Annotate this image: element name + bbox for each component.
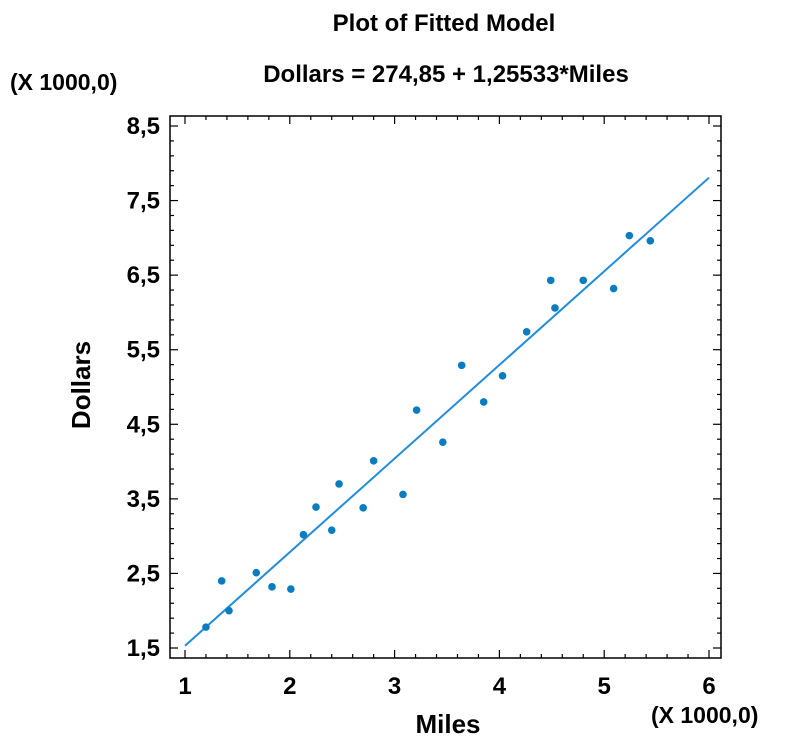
data-point: [312, 503, 320, 511]
x-tick-label: 2: [283, 673, 296, 700]
data-point: [551, 304, 559, 312]
data-point: [546, 276, 555, 285]
tick-labels: 1 2 3 4 5 6 1,5 2,5 3,5 4,5 5,5 6,5 7,5 8,5: [127, 113, 716, 700]
data-point: [359, 504, 367, 512]
x-scale-label: (X 1000,0): [651, 702, 758, 728]
plot-frame: [169, 115, 722, 659]
y-axis-label: Dollars: [66, 341, 96, 429]
data-point: [327, 526, 336, 534]
data-point: [299, 530, 308, 539]
fitted-line: [184, 176, 710, 647]
chart-subtitle: Dollars = 274,85 + 1,25533*Miles: [263, 61, 629, 88]
y-tick-label: 3,5: [127, 486, 160, 513]
data-point: [252, 568, 261, 577]
data-point: [217, 577, 226, 585]
data-point: [335, 480, 343, 488]
data-point: [268, 583, 276, 591]
chart-title: Plot of Fitted Model: [333, 10, 556, 37]
data-point: [457, 361, 466, 370]
data-point: [369, 457, 378, 465]
y-tick-label: 5,5: [127, 337, 160, 364]
data-points: [202, 231, 655, 631]
x-tick-label: 6: [702, 673, 715, 700]
data-point: [399, 490, 407, 499]
data-point: [202, 623, 210, 631]
data-point: [412, 406, 421, 414]
y-tick-label: 1,5: [127, 635, 160, 662]
data-point: [498, 372, 507, 380]
fit-line-layer: [184, 176, 710, 647]
data-point: [225, 606, 233, 615]
x-tick-label: 5: [598, 673, 611, 700]
x-tick-label: 4: [493, 673, 507, 700]
data-point: [479, 398, 488, 406]
y-tick-label: 6,5: [127, 262, 160, 289]
y-tick-label: 7,5: [127, 188, 160, 215]
axis-ticks: [170, 116, 721, 658]
y-tick-label: 8,5: [127, 113, 160, 140]
y-tick-label: 2,5: [127, 560, 160, 587]
data-point: [625, 231, 634, 240]
data-point: [522, 328, 531, 336]
x-tick-label: 3: [388, 673, 401, 700]
y-tick-label: 4,5: [127, 411, 160, 438]
data-point: [609, 284, 618, 293]
data-point: [579, 276, 588, 285]
y-scale-label: (X 1000,0): [10, 69, 117, 95]
x-tick-label: 1: [178, 673, 191, 700]
data-point: [287, 585, 295, 593]
data-point: [439, 438, 447, 446]
x-axis-label: Miles: [415, 709, 480, 739]
data-point: [646, 237, 655, 245]
